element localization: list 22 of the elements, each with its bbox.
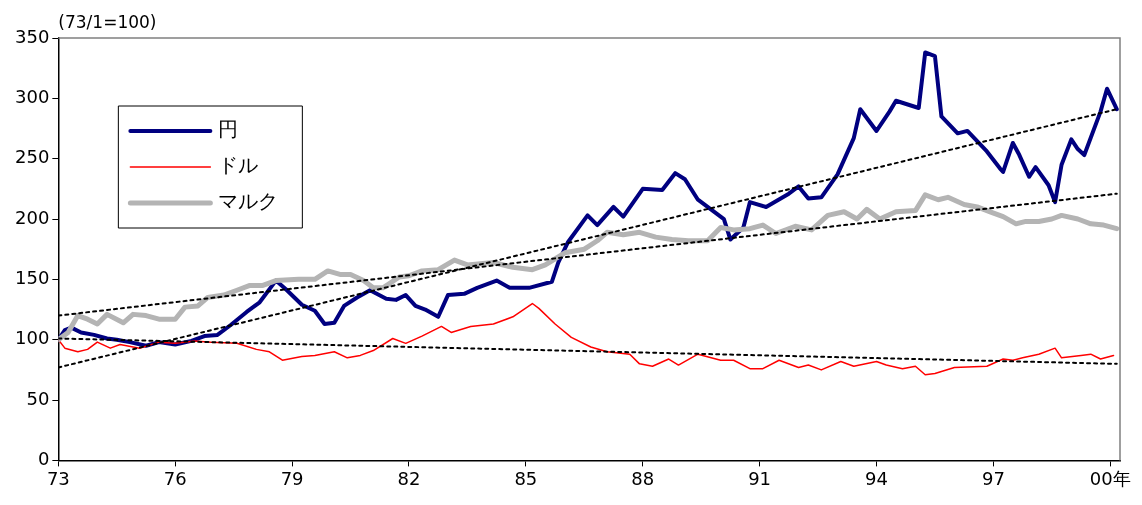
y-tick-label: 200: [15, 206, 50, 228]
x-tick-label: 82: [397, 467, 421, 489]
x-tick-label: 79: [280, 467, 304, 489]
legend-label: マルク: [218, 189, 279, 214]
y-tick-label: 250: [15, 146, 50, 168]
y-tick-label: 350: [15, 25, 50, 47]
x-tick-label: 76: [163, 467, 187, 489]
x-tick-label: 91: [748, 467, 772, 489]
x-tick-label: 88: [631, 467, 655, 489]
legend-label: 円: [218, 117, 239, 142]
legend-label: ドル: [218, 153, 259, 178]
y-tick-label: 0: [37, 448, 50, 470]
x-tick-label: 94: [865, 467, 888, 489]
y-tick-label: 300: [15, 86, 50, 108]
y-tick-label: 50: [26, 387, 50, 409]
x-tick-label: 00年: [1089, 467, 1131, 489]
x-tick-label: 73: [46, 467, 70, 489]
x-tick-label: 85: [514, 467, 538, 489]
x-tick-label: 97: [981, 467, 1005, 489]
y-tick-label: 100: [15, 327, 50, 349]
y-axis-title: (73/1=100): [58, 11, 157, 32]
y-tick-label: 150: [15, 267, 50, 289]
